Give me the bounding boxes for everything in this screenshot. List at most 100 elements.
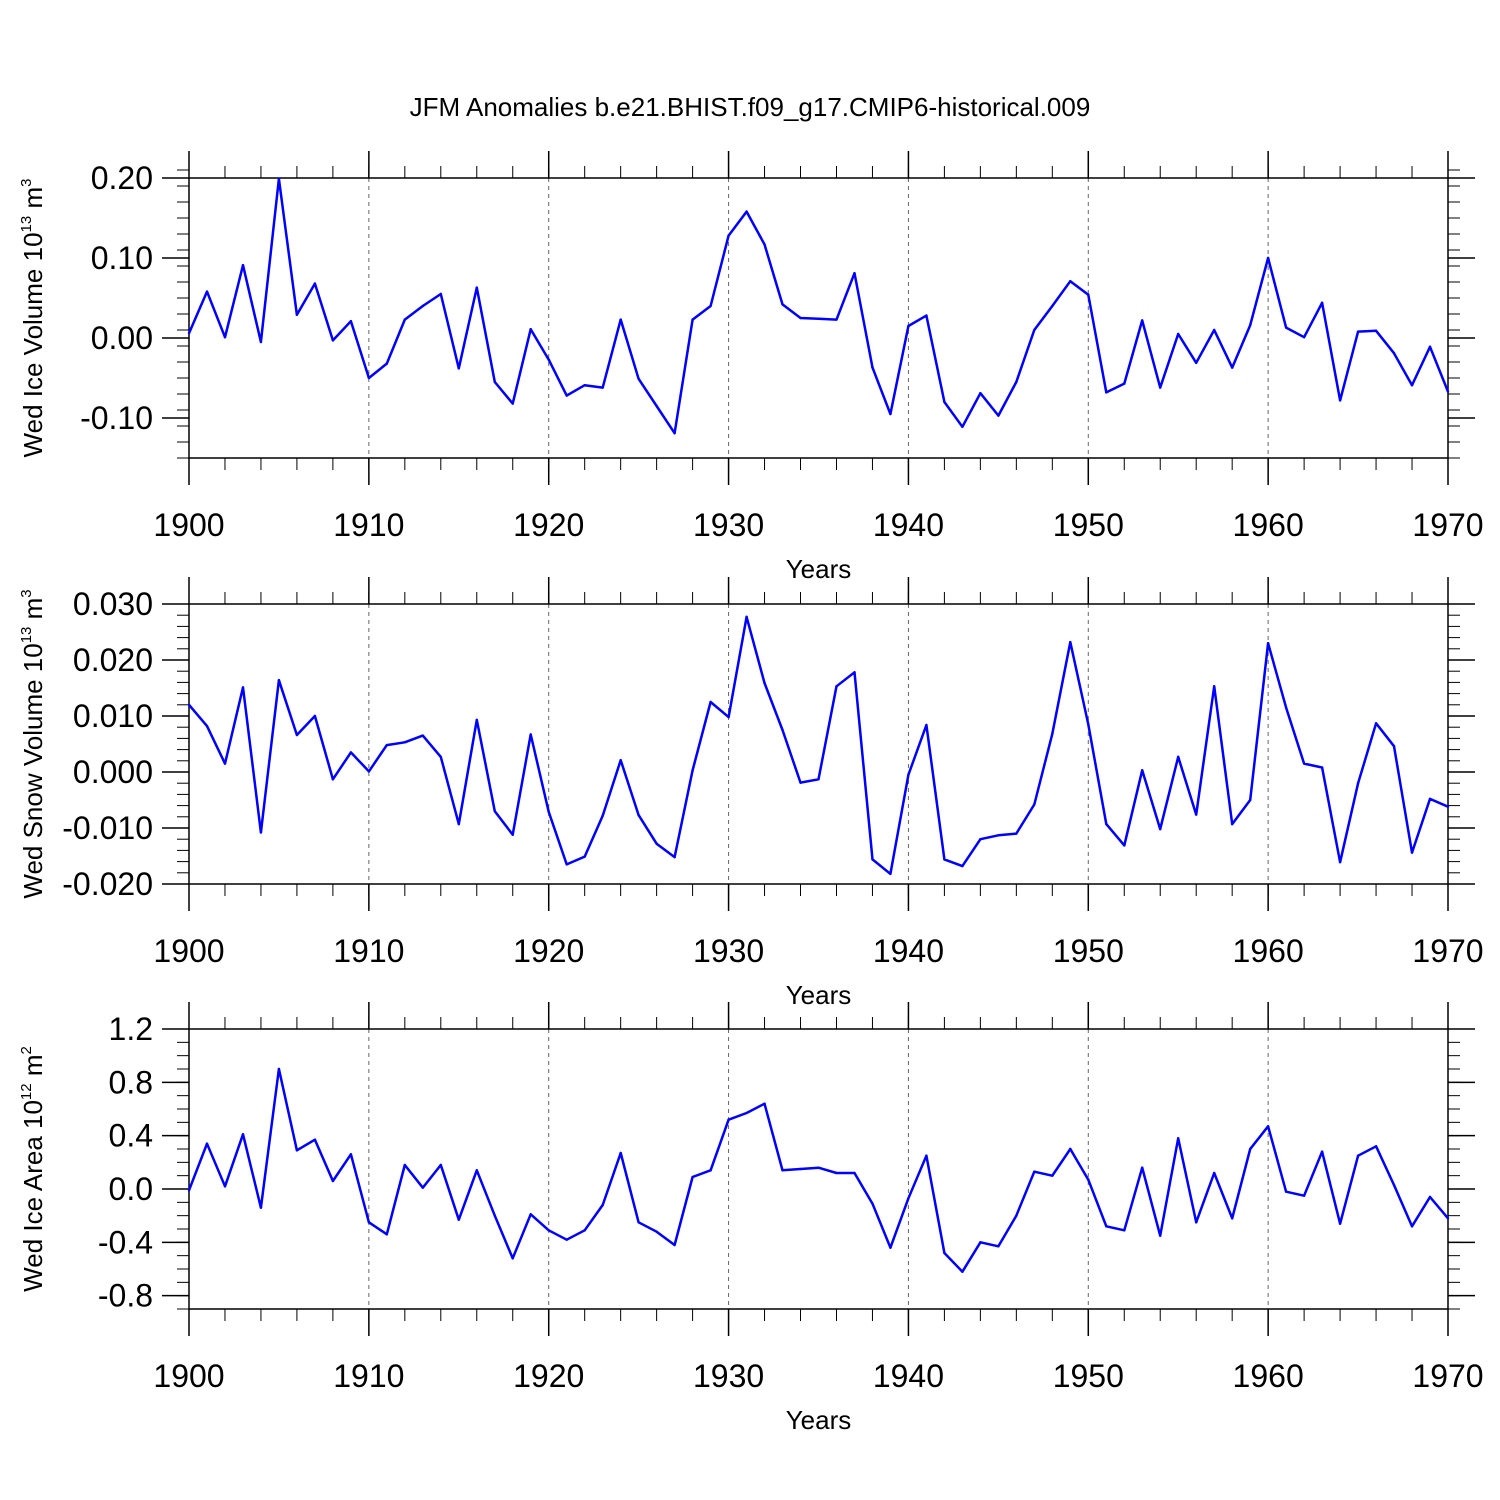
data-point [1446,1217,1450,1220]
data-point [655,404,658,408]
data-point [1356,330,1360,333]
data-point [799,316,802,320]
data-point [187,703,191,706]
data-point [547,1229,550,1232]
data-point [1428,345,1432,348]
data-point [331,339,335,342]
data-point [457,1218,460,1221]
data-point [439,755,442,759]
x-tick-label: 1920 [513,933,584,969]
data-point [1356,782,1360,785]
data-point [1374,1145,1378,1148]
data-point [1015,380,1018,384]
data-point [313,714,317,718]
data-point [979,838,982,841]
data-point [493,1214,496,1217]
data-point [979,1241,982,1244]
data-point [439,1163,442,1167]
data-point [241,686,245,689]
data-point [1338,399,1342,402]
data-point [799,781,802,784]
data-point [1266,1125,1270,1128]
y-tick-label: -0.8 [98,1278,153,1314]
data-point [1284,706,1288,709]
data-point [439,292,442,296]
plot-frame [188,177,1449,459]
data-point [817,1166,820,1169]
data-point [763,1102,766,1105]
data-point [1230,366,1234,369]
data-point [1356,1154,1360,1157]
data-point [997,414,1000,417]
y-tick-label: 0.020 [73,642,153,678]
data-point [1069,640,1072,644]
data-point [691,1175,694,1179]
data-point [673,432,676,435]
data-point [853,1171,856,1175]
data-point [205,724,209,728]
data-point [1033,328,1036,332]
y-tick-label: 0.010 [73,698,153,734]
data-point [763,681,766,685]
data-point [1087,1178,1090,1181]
data-point [1230,1217,1234,1220]
data-point [421,734,425,737]
panel-1: -0.10 0.00 0.10 0.20 1900 1910 1920 1930 1940 195… [18,151,1484,584]
data-point [1033,1170,1036,1173]
data-point [1159,827,1162,831]
data-point [1230,822,1234,826]
data-point [619,1151,622,1155]
data-point [457,822,460,826]
data-point [1212,328,1216,332]
data-point [1051,304,1054,308]
data-point [367,770,371,773]
data-point [853,272,856,275]
data-point [871,1202,874,1205]
data-point [565,1238,568,1241]
data-point [241,1133,245,1136]
data-point [331,778,335,781]
data-point [1284,1190,1288,1193]
data-point [925,723,928,727]
data-point [853,671,856,674]
data-point [1195,813,1198,816]
data-point [673,855,676,859]
data-point [295,1149,299,1152]
data-point [691,769,694,772]
series-line [187,1067,1449,1273]
data-point [1266,256,1270,260]
data-point [1212,1171,1216,1175]
data-point [781,1169,784,1172]
data-point [313,282,317,285]
data-point [1284,326,1288,329]
data-point [1320,301,1324,304]
data-point [1212,685,1216,688]
data-point [511,1257,514,1260]
data-point [1338,860,1342,864]
data-point [331,1179,335,1183]
data-point [205,1142,209,1145]
data-point [781,303,784,306]
data-point [241,264,245,267]
data-point [1123,844,1126,847]
x-tick-label: 1960 [1233,507,1304,543]
x-tick-label: 1900 [153,933,224,969]
data-point [1392,1183,1396,1187]
data-point [1410,384,1414,387]
panel-3: -0.8 -0.4 0.0 0.4 0.8 1.2 1900 1910 1920 1930 1940… [18,1002,1484,1435]
data-point [349,751,353,754]
x-tick-label: 1920 [513,507,584,543]
data-point [1195,361,1198,364]
y-tick-label: 0.20 [91,160,153,196]
y-tick-label: -0.020 [62,866,153,902]
y-tick-label: 0.000 [73,754,153,790]
data-point [367,376,371,380]
data-point [655,842,658,845]
x-tick-label: 1940 [873,507,944,543]
x-tick-label: 1960 [1233,1358,1304,1394]
data-point [277,177,281,180]
data-point [1302,336,1306,339]
data-point [619,318,622,321]
data-point [1069,1147,1072,1151]
data-point [583,1229,586,1232]
